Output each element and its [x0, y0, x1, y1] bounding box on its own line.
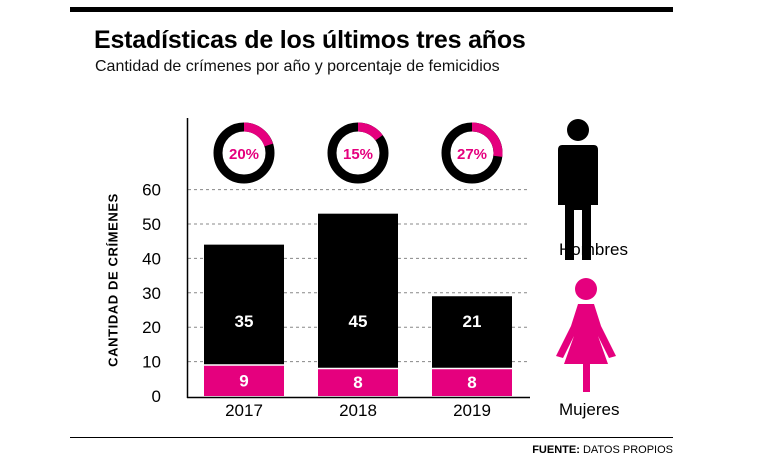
data-label-women: 8 — [467, 373, 476, 392]
legend-men-label: Hombres — [559, 240, 628, 259]
chart-subtitle: Cantidad de crímenes por año y porcentaj… — [95, 58, 500, 75]
x-tick-label: 2018 — [339, 401, 377, 420]
bar-women — [432, 368, 512, 396]
donut-percent-label: 20% — [229, 146, 259, 163]
source-text: DATOS PROPIOS — [582, 444, 673, 456]
bar-women — [318, 368, 398, 396]
donut-arc-femicide — [357, 122, 383, 141]
y-axis-label: CANTIDAD DE CRÍMENES — [105, 193, 121, 367]
x-tick-label: 2017 — [225, 401, 263, 420]
source-prefix: FUENTE: — [532, 444, 580, 456]
donut-percent-label: 27% — [457, 146, 487, 163]
chart-title: Estadísticas de los últimos tres años — [94, 26, 526, 54]
legend-women-label: Mujeres — [559, 400, 620, 419]
man-icon — [558, 119, 598, 260]
y-tick-label: 60 — [142, 181, 161, 200]
y-tick-label: 10 — [142, 353, 161, 372]
y-tick-label: 30 — [142, 284, 161, 303]
data-label-men: 45 — [349, 312, 368, 331]
data-label-men: 35 — [235, 312, 254, 331]
x-tick-label: 2019 — [453, 401, 491, 420]
donut-arc-femicide — [243, 122, 274, 147]
woman-icon — [556, 278, 616, 392]
data-label-men: 21 — [463, 312, 482, 331]
bottom-rule — [70, 437, 673, 438]
top-rule — [70, 7, 673, 12]
y-tick-label: 50 — [142, 215, 161, 234]
donut-percent-label: 15% — [343, 146, 373, 163]
donut-arc-femicide — [471, 122, 503, 157]
bar-men — [432, 296, 512, 369]
bar-women — [204, 365, 284, 396]
y-tick-label: 20 — [142, 318, 161, 337]
data-label-women: 9 — [239, 372, 248, 391]
source-note: FUENTE: DATOS PROPIOS — [532, 444, 673, 456]
y-tick-label: 0 — [152, 387, 161, 406]
y-tick-label: 40 — [142, 249, 161, 268]
bar-men — [204, 244, 284, 366]
bar-men — [318, 213, 398, 369]
data-label-women: 8 — [353, 373, 362, 392]
